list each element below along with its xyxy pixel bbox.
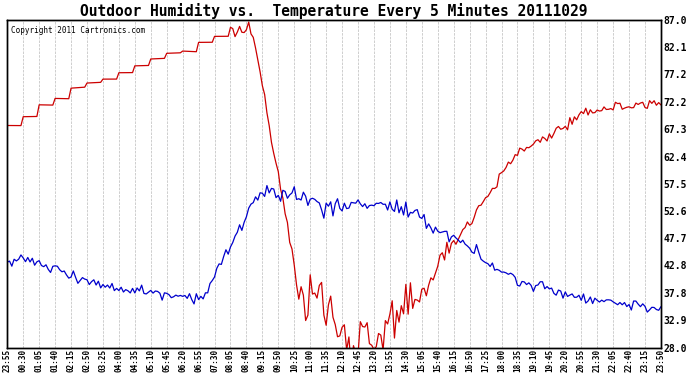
Title: Outdoor Humidity vs.  Temperature Every 5 Minutes 20111029: Outdoor Humidity vs. Temperature Every 5…	[80, 3, 588, 19]
Text: Copyright 2011 Cartronics.com: Copyright 2011 Cartronics.com	[10, 27, 145, 36]
